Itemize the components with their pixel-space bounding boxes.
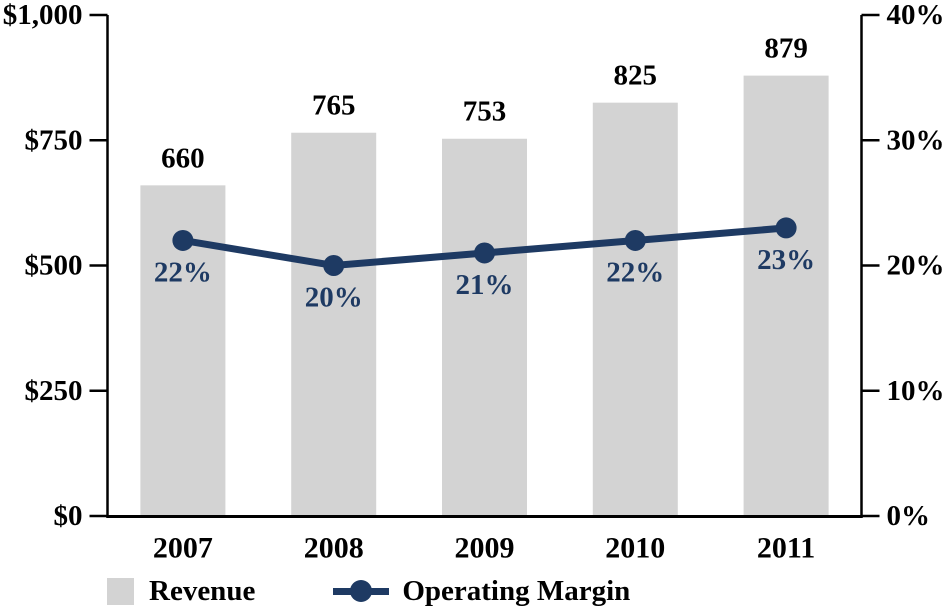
legend-item-revenue: Revenue	[107, 575, 256, 607]
revenue-legend-label: Revenue	[149, 575, 256, 607]
margin-value-label: 23%	[757, 244, 815, 276]
operating-margin-point	[323, 255, 345, 276]
margin-value-label: 21%	[456, 269, 514, 301]
operating-margin-marker-icon	[333, 580, 390, 602]
operating-margin-point	[474, 242, 495, 264]
revenue-swatch-icon	[107, 577, 134, 605]
bar-value-label: 753	[463, 96, 507, 128]
margin-value-label: 22%	[606, 256, 664, 288]
left-axis-tick-label: $250	[25, 375, 83, 407]
x-axis-category-label: 2007	[153, 532, 213, 565]
bar-value-label: 879	[764, 33, 808, 65]
bar-value-label: 660	[161, 142, 205, 174]
legend-item-operating-margin: Operating Margin	[333, 575, 631, 607]
revenue-bar	[743, 75, 829, 516]
right-axis-tick-label: 10%	[887, 375, 945, 407]
operating-margin-point	[624, 229, 646, 251]
right-axis-tick-label: 20%	[887, 250, 945, 282]
left-axis-tick-label: $0	[54, 500, 83, 532]
x-axis-category-label: 2008	[304, 532, 364, 565]
operating-margin-dot-icon	[350, 580, 373, 602]
operating-margin-point	[775, 217, 797, 239]
left-axis-tick-label: $1,000	[3, 0, 83, 31]
right-axis-tick-label: 40%	[887, 0, 945, 31]
operating-margin-point	[172, 229, 194, 251]
x-axis-category-label: 2009	[455, 532, 515, 565]
x-axis-category-label: 2010	[605, 532, 665, 565]
left-axis-tick-label: $500	[25, 250, 83, 282]
bar-value-label: 825	[614, 60, 658, 92]
revenue-bar	[291, 132, 377, 517]
legend: Revenue Operating Margin	[107, 575, 631, 607]
bar-value-label: 765	[312, 90, 356, 122]
x-axis-category-label: 2011	[757, 532, 815, 565]
right-axis-tick-label: 0%	[887, 500, 931, 532]
right-axis-tick-label: 30%	[887, 124, 945, 156]
left-axis-tick-label: $750	[25, 124, 83, 156]
margin-value-label: 20%	[305, 282, 363, 314]
margin-value-label: 22%	[154, 256, 212, 288]
revenue-bar	[592, 102, 678, 517]
revenue-bar	[442, 138, 527, 516]
operating-margin-legend-label: Operating Margin	[402, 575, 631, 607]
